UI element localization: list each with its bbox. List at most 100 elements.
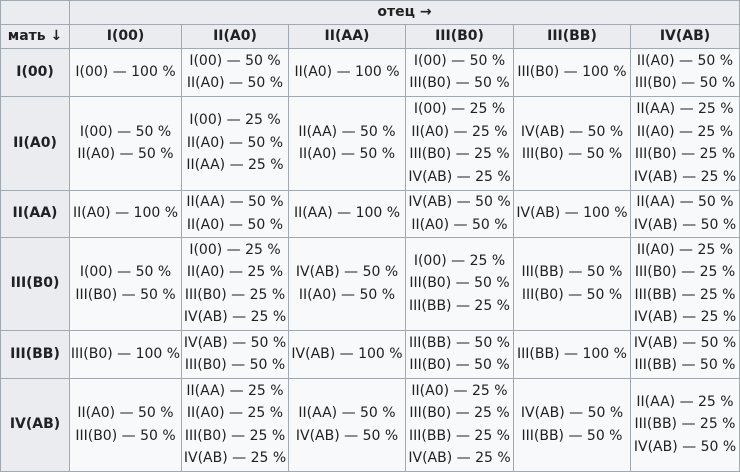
genotype-probability: II(A0) — 100 % [72, 205, 179, 222]
genotype-probability: IV(AB) — 25 % [183, 450, 287, 466]
genotype-probability: III(B0) — 25 % [634, 264, 736, 280]
genotype-probability: II(A0) — 50 % [298, 286, 396, 303]
result-cell: III(BB) — 50 % III(B0) — 50 % [405, 329, 514, 379]
genotype-probability: II(A0) — 50 % [298, 146, 396, 162]
row-header: III(B0) [0, 236, 70, 331]
result-cell: II(AA) — 50 % IV(AB) — 50 % [288, 377, 406, 472]
corner-cell-top [0, 0, 70, 25]
result-cell: IV(AB) — 50 % II(A0) — 50 % [288, 236, 406, 331]
result-cell: I(00) — 100 % [69, 47, 182, 97]
table-row: IV(AB) II(A0) — 50 % III(B0) — 50 % II(AA) … [0, 377, 740, 472]
result-cell: I(00) — 50 % II(A0) — 50 % [181, 47, 289, 97]
genotype-probability: IV(AB) — 50 % [520, 405, 624, 421]
result-cell: II(AA) — 25 % II(A0) — 25 % III(B0) — 25 %… [630, 95, 740, 191]
genotype-probability: II(A0) — 50 % [636, 52, 734, 69]
genotype-probability: III(BB) — 25 % [409, 297, 510, 314]
genotype-probability: IV(AB) — 25 % [183, 309, 287, 325]
genotype-probability: III(B0) — 25 % [184, 427, 286, 444]
genotype-probability: IV(AB) — 25 % [633, 168, 737, 185]
genotype-probability: II(AA) — 50 % [298, 405, 396, 421]
father-header: отец → [69, 0, 740, 25]
genotype-probability: III(B0) — 25 % [184, 286, 286, 303]
table-body: I(00) I(00) — 100 % I(00) — 50 % II(A0) — 5… [0, 47, 740, 472]
genotype-probability: II(A0) — 25 % [411, 123, 508, 140]
result-cell: II(A0) — 100 % [69, 189, 182, 238]
result-cell: II(AA) — 50 % II(A0) — 50 % [181, 189, 289, 238]
genotype-probability: II(AA) — 25 % [186, 157, 284, 174]
genotype-probability: I(00) — 25 % [413, 101, 506, 117]
genotype-probability: III(BB) — 25 % [634, 416, 736, 433]
row-header: III(BB) [0, 329, 70, 379]
genotype-probability: I(00) — 25 % [189, 112, 281, 129]
genotype-probability: III(B0) — 50 % [521, 146, 623, 162]
genotype-probability: II(AA) — 50 % [298, 123, 396, 140]
genotype-probability: III(BB) — 25 % [409, 427, 510, 444]
genotype-probability: II(A0) — 50 % [77, 405, 174, 421]
genotype-probability: III(B0) — 50 % [409, 75, 510, 91]
result-cell: I(00) — 25 % II(A0) — 50 % II(AA) — 25 % [181, 95, 289, 191]
genotype-probability: III(B0) — 50 % [75, 286, 176, 303]
result-cell: II(A0) — 50 % III(B0) — 50 % [630, 47, 740, 97]
result-cell: IV(AB) — 100 % [513, 189, 631, 238]
result-cell: III(BB) — 100 % [513, 329, 631, 379]
genotype-probability: IV(AB) — 25 % [633, 309, 737, 325]
genotype-probability: II(A0) — 25 % [636, 123, 734, 140]
column-header: III(BB) [513, 23, 631, 49]
genotype-probability: III(B0) — 50 % [521, 286, 623, 303]
result-cell: III(B0) — 100 % [513, 47, 631, 97]
result-cell: I(00) — 25 % II(A0) — 25 % III(B0) — 25 % I… [181, 236, 289, 331]
genotype-probability: II(A0) — 25 % [186, 405, 284, 421]
result-cell: IV(AB) — 50 % III(B0) — 50 % [181, 329, 289, 379]
result-cell: II(A0) — 25 % III(B0) — 25 % III(BB) — 25 … [405, 377, 514, 472]
genotype-probability: II(A0) — 25 % [186, 264, 284, 280]
result-cell: III(BB) — 50 % III(B0) — 50 % [513, 236, 631, 331]
genotype-probability: III(B0) — 25 % [634, 146, 736, 162]
table-row: II(A0) I(00) — 50 % II(A0) — 50 % I(00) — 2… [0, 95, 740, 191]
genotype-probability: I(00) — 50 % [413, 52, 506, 69]
result-cell: IV(AB) — 100 % [288, 329, 406, 379]
genotype-probability: IV(AB) — 100 % [291, 345, 403, 362]
genotype-probability: IV(AB) — 50 % [633, 216, 737, 233]
genotype-probability: III(B0) — 25 % [409, 405, 510, 421]
result-cell: III(B0) — 100 % [69, 329, 182, 379]
genotype-probability: II(A0) — 25 % [411, 382, 508, 399]
genotype-probability: IV(AB) — 50 % [520, 123, 624, 140]
genotype-probability: II(AA) — 25 % [186, 382, 284, 399]
result-cell: I(00) — 25 % III(B0) — 50 % III(BB) — 25 % [405, 236, 514, 331]
genotype-probability: IV(AB) — 50 % [633, 438, 737, 455]
genotype-probability: II(AA) — 50 % [186, 194, 284, 210]
row-header: IV(AB) [0, 377, 70, 472]
mother-header: мать ↓ [0, 23, 70, 49]
row-header: II(A0) [0, 95, 70, 191]
genotype-probability: II(AA) — 50 % [636, 194, 734, 210]
genotype-probability: III(BB) — 50 % [634, 357, 736, 373]
column-header: II(A0) [181, 23, 289, 49]
table-row: III(B0) I(00) — 50 % III(B0) — 50 % I(00) —… [0, 236, 740, 331]
genotype-probability: IV(AB) — 25 % [408, 450, 511, 466]
genotype-probability: I(00) — 25 % [189, 241, 281, 258]
genotype-probability: III(B0) — 50 % [409, 275, 510, 292]
genotype-probability: II(A0) — 50 % [411, 216, 508, 233]
result-cell: IV(AB) — 50 % III(B0) — 50 % [513, 95, 631, 191]
column-header: IV(AB) [630, 23, 740, 49]
genotype-probability: I(00) — 50 % [79, 123, 172, 140]
genotype-probability: III(BB) — 25 % [634, 286, 736, 303]
table-row: II(AA) II(A0) — 100 % II(AA) — 50 % II(A0) … [0, 189, 740, 238]
genotype-probability: II(A0) — 50 % [77, 146, 174, 162]
genotype-probability: II(AA) — 25 % [636, 393, 734, 410]
result-cell: II(AA) — 50 % IV(AB) — 50 % [630, 189, 740, 238]
row-header: I(00) [0, 47, 70, 97]
genotype-probability: II(A0) — 50 % [186, 134, 284, 151]
row-header: II(AA) [0, 189, 70, 238]
result-cell: II(AA) — 100 % [288, 189, 406, 238]
genotype-probability: II(A0) — 50 % [186, 216, 284, 233]
genotype-probability: III(B0) — 50 % [634, 75, 736, 91]
genotype-probability: IV(AB) — 25 % [408, 168, 511, 185]
genotype-probability: III(B0) — 50 % [409, 357, 510, 373]
genotype-probability: III(BB) — 50 % [409, 334, 510, 351]
result-cell: I(00) — 50 % III(B0) — 50 % [69, 236, 182, 331]
genotype-probability: I(00) — 50 % [79, 264, 172, 280]
genotype-probability: II(A0) — 25 % [636, 241, 734, 258]
genotype-probability: IV(AB) — 50 % [295, 427, 399, 444]
